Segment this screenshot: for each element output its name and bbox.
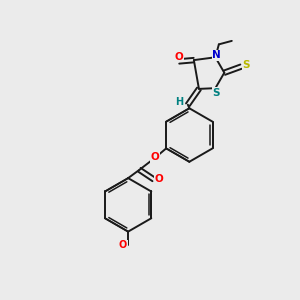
- Text: O: O: [151, 152, 159, 162]
- Text: H: H: [176, 97, 184, 107]
- Text: S: S: [243, 59, 250, 70]
- Text: O: O: [155, 174, 164, 184]
- Text: N: N: [212, 50, 221, 60]
- Text: O: O: [119, 240, 127, 250]
- Text: S: S: [212, 88, 220, 98]
- Text: O: O: [175, 52, 183, 62]
